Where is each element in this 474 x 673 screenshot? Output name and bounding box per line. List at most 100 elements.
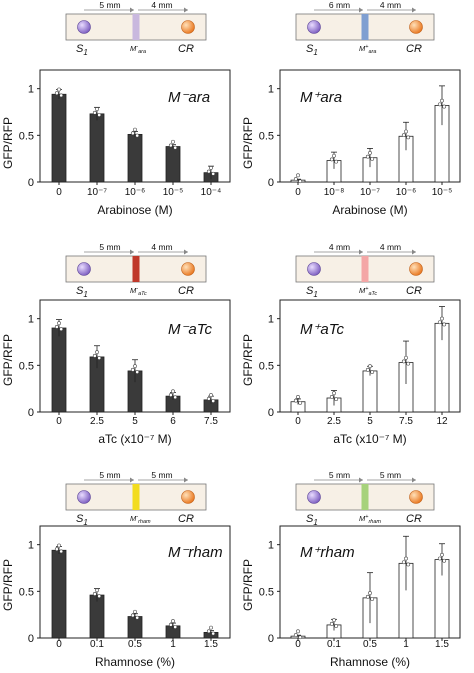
x-tick-label: 2.5 bbox=[90, 416, 104, 427]
arrow-head-icon bbox=[130, 477, 134, 483]
replicate-point bbox=[57, 87, 61, 92]
replicate-point bbox=[442, 558, 447, 563]
arrow-head-icon bbox=[130, 249, 134, 255]
right-distance-label: 4 mm bbox=[151, 242, 172, 252]
replicate-point bbox=[293, 177, 298, 181]
replicate-point bbox=[206, 629, 211, 634]
y-tick-label: 0 bbox=[28, 633, 34, 645]
y-tick-label: 0.5 bbox=[259, 130, 274, 142]
chart-panel-1: 6 mm 4 mm S1 M+ara CR 0 0.5 1 GFP/RFP 0 10⁻⁸ 10⁻⁷ 10… bbox=[241, 0, 461, 217]
replicate-point bbox=[440, 552, 444, 557]
chart-title: M⁺aTc bbox=[300, 321, 345, 338]
receiver-colony-marker bbox=[409, 490, 423, 504]
chart-panel-3: 4 mm 4 mm S1 M+aTc CR 0 0.5 1 GFP/RFP 0 2.5 5 7.5 12 a… bbox=[241, 242, 461, 446]
replicate-point bbox=[404, 355, 408, 360]
replicate-point bbox=[404, 129, 408, 134]
x-axis-label: aTc (x10⁻⁷ M) bbox=[98, 432, 171, 446]
left-distance-label: 5 mm bbox=[329, 470, 350, 480]
y-axis-label: GFP/RFP bbox=[241, 117, 255, 169]
replicate-point bbox=[206, 169, 211, 174]
replicate-point bbox=[365, 154, 370, 159]
replicate-point bbox=[209, 393, 213, 397]
bar-10⁻⁵ bbox=[165, 146, 181, 183]
x-tick-label: 6 bbox=[170, 416, 176, 427]
modulator-stripe bbox=[132, 484, 140, 510]
modulator-stripe bbox=[132, 14, 140, 40]
receiver-colony-marker bbox=[409, 20, 423, 34]
modulator-label: M+aTc bbox=[359, 286, 377, 297]
replicate-point bbox=[171, 619, 175, 623]
replicate-point bbox=[97, 113, 102, 117]
x-tick-label: 0 bbox=[295, 187, 301, 198]
y-axis-label: GFP/RFP bbox=[241, 334, 255, 386]
left-distance-label: 4 mm bbox=[329, 242, 350, 252]
right-distance-label: 4 mm bbox=[151, 0, 172, 10]
x-tick-label: 12 bbox=[436, 416, 448, 427]
replicate-point bbox=[168, 622, 173, 627]
y-tick-label: 0 bbox=[268, 407, 274, 419]
y-tick-label: 0.5 bbox=[19, 586, 34, 598]
replicate-point bbox=[437, 556, 442, 561]
replicate-point bbox=[293, 398, 298, 403]
replicate-point bbox=[171, 389, 175, 394]
replicate-point bbox=[173, 625, 178, 629]
replicate-point bbox=[57, 321, 61, 326]
x-tick-label: 10⁻⁷ bbox=[360, 187, 380, 198]
y-tick-label: 0 bbox=[268, 633, 274, 645]
replicate-point bbox=[406, 361, 411, 366]
x-tick-label: 5 bbox=[367, 416, 373, 427]
replicate-point bbox=[211, 399, 216, 403]
y-tick-label: 0 bbox=[268, 177, 274, 189]
receiver-label: CR bbox=[178, 43, 194, 55]
replicate-point bbox=[404, 556, 408, 561]
replicate-point bbox=[296, 395, 300, 399]
replicate-point bbox=[59, 549, 64, 554]
x-tick-label: 0.1 bbox=[90, 639, 104, 650]
receiver-colony-marker bbox=[181, 490, 195, 504]
x-axis-label: Rhamnose (%) bbox=[330, 655, 410, 669]
replicate-point bbox=[329, 157, 334, 162]
x-tick-label: 0.1 bbox=[327, 639, 341, 650]
replicate-point bbox=[211, 631, 216, 636]
x-tick-label: 0 bbox=[295, 639, 301, 650]
replicate-point bbox=[130, 131, 135, 136]
modulator-stripe bbox=[361, 484, 369, 510]
replicate-point bbox=[173, 145, 178, 150]
chart-title: M⁻aTc bbox=[168, 321, 213, 338]
schematic-inset: 5 mm 5 mm S1 M+rham CR bbox=[295, 470, 435, 527]
replicate-point bbox=[54, 91, 59, 96]
replicate-point bbox=[133, 364, 137, 369]
schematic-inset: 6 mm 4 mm S1 M+ara CR bbox=[295, 0, 435, 57]
x-axis-label: Arabinose (M) bbox=[332, 203, 407, 217]
replicate-point bbox=[334, 159, 339, 164]
modulator-stripe bbox=[132, 256, 140, 282]
y-tick-label: 0.5 bbox=[259, 360, 274, 372]
left-distance-label: 5 mm bbox=[99, 0, 120, 10]
arrow-head-icon bbox=[412, 477, 416, 483]
replicate-point bbox=[54, 547, 59, 552]
replicate-point bbox=[59, 93, 64, 98]
receiver-label: CR bbox=[406, 285, 422, 297]
replicate-point bbox=[365, 367, 370, 372]
receiver-label: CR bbox=[178, 513, 194, 525]
replicate-point bbox=[296, 173, 300, 178]
replicate-point bbox=[54, 324, 59, 329]
x-tick-label: 10⁻⁸ bbox=[324, 187, 345, 198]
left-distance-label: 5 mm bbox=[99, 470, 120, 480]
replicate-point bbox=[332, 391, 336, 396]
modulator-label: M-aTc bbox=[130, 286, 147, 297]
replicate-point bbox=[59, 327, 64, 332]
replicate-point bbox=[370, 597, 375, 601]
y-tick-label: 0 bbox=[28, 407, 34, 419]
y-tick-label: 1 bbox=[268, 314, 274, 326]
right-distance-label: 5 mm bbox=[151, 470, 172, 480]
sender-label: S1 bbox=[306, 513, 318, 527]
replicate-point bbox=[334, 624, 339, 628]
replicate-point bbox=[370, 156, 375, 161]
x-tick-label: 0 bbox=[56, 416, 62, 427]
chart-panel-2: 5 mm 4 mm S1 M-aTc CR 0 0.5 1 GFP/RFP 0 2.5 5 6 7.5 aT… bbox=[1, 242, 231, 446]
receiver-label: CR bbox=[406, 513, 422, 525]
replicate-point bbox=[329, 621, 334, 626]
schematic-inset: 5 mm 4 mm S1 M-ara CR bbox=[65, 0, 207, 57]
